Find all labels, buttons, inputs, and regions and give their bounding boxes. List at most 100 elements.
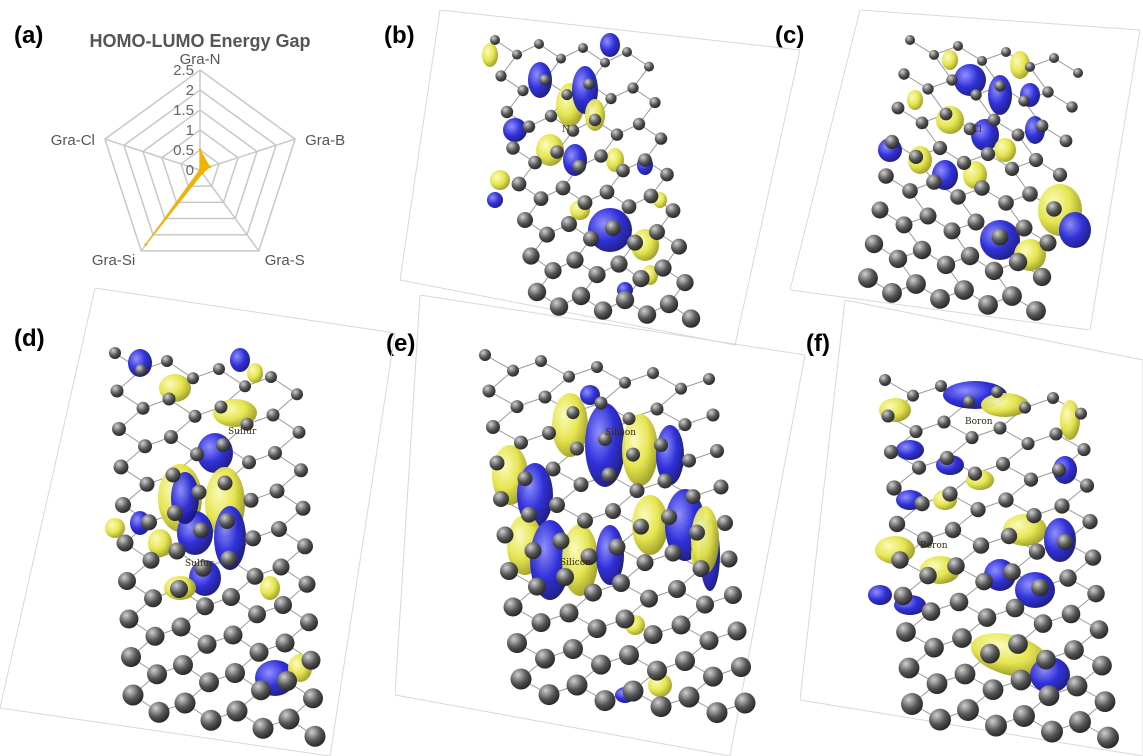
carbon-atom xyxy=(627,234,643,251)
carbon-atom xyxy=(577,195,593,211)
carbon-atom xyxy=(980,146,996,162)
carbon-atom xyxy=(610,255,628,273)
plane-outline xyxy=(800,300,1143,756)
carbon-atom xyxy=(943,222,961,240)
dopant-atom-label: Silicon xyxy=(605,428,636,438)
radar-grid-ring xyxy=(161,129,239,204)
carbon-atom xyxy=(213,363,225,375)
carbon-atom xyxy=(496,526,514,544)
orbital-lobe-blue xyxy=(868,585,892,605)
carbon-atom xyxy=(650,402,664,416)
carbon-atom xyxy=(563,639,583,659)
carbon-atom xyxy=(947,557,965,575)
carbon-atom xyxy=(993,421,1007,435)
carbon-atom xyxy=(240,417,254,431)
carbon-atom xyxy=(1042,86,1054,98)
carbon-atom xyxy=(661,509,677,525)
carbon-atom xyxy=(171,617,191,637)
panel-label-f: (f) xyxy=(806,330,830,357)
orbital-lobe-blue xyxy=(503,118,527,142)
carbon-atom xyxy=(196,597,214,616)
carbon-atom xyxy=(937,415,951,429)
carbon-atom xyxy=(984,261,1004,281)
carbon-atom xyxy=(531,613,551,633)
panel-label-d: (d) xyxy=(14,325,45,352)
carbon-atom xyxy=(956,155,972,170)
carbon-atom xyxy=(1092,655,1112,676)
carbon-atom xyxy=(699,631,719,651)
radar-axis-spoke xyxy=(199,169,260,252)
carbon-atom xyxy=(521,506,537,523)
carbon-atom xyxy=(960,246,980,266)
carbon-atom xyxy=(911,460,927,475)
carbon-atom xyxy=(994,80,1006,92)
carbon-atom xyxy=(174,692,196,714)
orbital-lobe-blue xyxy=(600,33,620,57)
carbon-atom xyxy=(1038,685,1060,706)
carbon-atom xyxy=(593,301,613,320)
carbon-atom xyxy=(514,435,528,450)
radar-category-label: Gra-S xyxy=(265,252,305,269)
carbon-atom xyxy=(112,422,126,436)
carbon-atom xyxy=(682,453,696,468)
plane-outline xyxy=(400,10,800,346)
carbon-atom xyxy=(977,608,997,627)
carbon-atom xyxy=(522,247,540,265)
carbon-atom xyxy=(550,145,564,159)
carbon-atom xyxy=(982,679,1004,700)
radar-grid-ring xyxy=(180,149,220,187)
carbon-atom xyxy=(534,39,544,49)
carbon-atom xyxy=(921,602,941,621)
carbon-atom xyxy=(164,430,178,444)
carbon-atom xyxy=(1094,691,1116,712)
carbon-atom xyxy=(269,483,285,499)
carbon-atom xyxy=(292,425,306,439)
carbon-atom xyxy=(1066,101,1078,113)
carbon-atom xyxy=(549,297,569,316)
carbon-atom xyxy=(1049,427,1063,441)
radar-series xyxy=(144,148,212,246)
carbon-atom xyxy=(1079,478,1095,493)
carbon-atom xyxy=(142,551,160,569)
carbon-atom xyxy=(591,654,611,675)
carbon-atom xyxy=(675,382,687,395)
carbon-atom xyxy=(1021,437,1035,451)
carbon-atom xyxy=(883,444,899,460)
carbon-atom xyxy=(506,141,520,155)
carbon-atom xyxy=(727,621,747,641)
carbon-atom xyxy=(965,431,979,445)
carbon-atom xyxy=(906,274,926,294)
carbon-atom xyxy=(165,467,181,483)
carbon-atom xyxy=(507,364,519,377)
radar-category-labels: Gra-N Gra-B Gra-S Gra-Si Gra-Cl xyxy=(51,51,345,269)
carbon-atom xyxy=(594,396,608,410)
radar-grid-ring xyxy=(142,109,258,220)
carbon-atom xyxy=(119,609,139,629)
carbon-atom xyxy=(252,717,274,739)
carbon-atom xyxy=(1019,401,1031,414)
radar-tick-label: 0.5 xyxy=(173,142,194,159)
carbon-atom xyxy=(858,268,878,288)
carbon-atom xyxy=(1013,705,1035,727)
orbital-lobe-blue xyxy=(580,385,600,405)
carbon-atom xyxy=(583,230,599,247)
carbon-atom xyxy=(121,647,141,667)
carbon-atom xyxy=(517,471,533,487)
carbon-atom xyxy=(926,673,948,694)
carbon-atom xyxy=(914,495,930,512)
carbon-atom xyxy=(967,213,985,231)
carbon-atom xyxy=(901,693,923,715)
panel-label-b: (b) xyxy=(384,22,415,49)
carbon-atom xyxy=(1077,443,1091,457)
carbon-atom xyxy=(1025,61,1035,72)
carbon-atom xyxy=(949,592,969,612)
carbon-atom xyxy=(1056,533,1074,551)
carbon-atom xyxy=(583,78,595,90)
orbital-lobe-yellow xyxy=(994,138,1016,162)
carbon-atom xyxy=(619,376,631,389)
carbon-atom xyxy=(1041,720,1063,743)
carbon-atom xyxy=(916,531,934,548)
carbon-atom xyxy=(886,480,902,496)
radar-tick-label: 2 xyxy=(186,82,194,99)
carbon-atom xyxy=(1022,186,1038,202)
